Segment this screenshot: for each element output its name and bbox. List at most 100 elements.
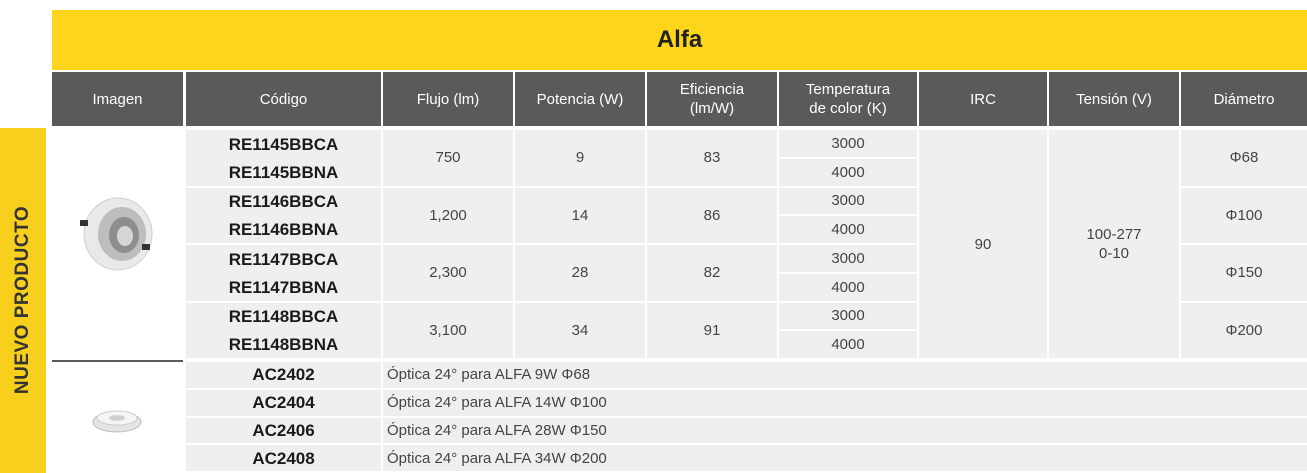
power: 28 — [515, 245, 645, 301]
column-header: Diámetro — [1181, 72, 1307, 126]
accessory-description: Óptica 24° para ALFA 9W Φ68 — [383, 362, 1307, 388]
cell-text: 14 — [572, 206, 589, 225]
product-code: RE1146BBNA — [186, 216, 381, 243]
product-code: RE1148BBCA — [186, 303, 381, 332]
efficiency: 91 — [647, 303, 777, 359]
product-code: RE1145BBNA — [186, 159, 381, 186]
cell-text: 82 — [704, 263, 721, 282]
cell-text: (lm/W) — [690, 99, 734, 118]
cell-text: Óptica 24° para ALFA 28W Φ150 — [387, 421, 607, 440]
efficiency: 82 — [647, 245, 777, 301]
side-band: NUEVO PRODUCTO — [0, 128, 46, 473]
product-code: RE1147BBNA — [186, 274, 381, 301]
flux: 750 — [383, 130, 513, 186]
cell-text: RE1148BBNA — [229, 335, 339, 354]
cell-text: 1,200 — [429, 206, 467, 225]
cell-text: Diámetro — [1214, 90, 1275, 109]
power: 14 — [515, 188, 645, 244]
cell-text: 0-10 — [1099, 244, 1129, 263]
cell-text: Φ100 — [1226, 206, 1263, 225]
cell-text: RE1148BBCA — [229, 307, 339, 326]
cell-text: de color (K) — [809, 99, 887, 118]
column-header: Flujo (lm) — [383, 72, 513, 126]
accessory-code: AC2404 — [186, 390, 381, 416]
accessory-code: AC2402 — [186, 362, 381, 388]
cell-text: Potencia (W) — [537, 90, 624, 109]
cell-text: Flujo (lm) — [417, 90, 480, 109]
product-code: RE1148BBNA — [186, 331, 381, 358]
accessory-description: Óptica 24° para ALFA 28W Φ150 — [383, 418, 1307, 444]
temperature: 4000 — [779, 159, 917, 186]
cell-text: AC2406 — [252, 421, 314, 440]
temperature: 3000 — [779, 245, 917, 272]
diameter: Φ100 — [1181, 188, 1307, 244]
product-code: RE1145BBCA — [186, 130, 381, 159]
diameter: Φ200 — [1181, 303, 1307, 359]
cell-text: 3000 — [831, 134, 864, 153]
title: Alfa — [52, 10, 1307, 70]
product-code: RE1147BBCA — [186, 245, 381, 274]
cell-text: RE1147BBNA — [229, 278, 339, 297]
irc: 90 — [919, 130, 1047, 358]
downlight-image — [80, 198, 152, 270]
cell-text: 9 — [576, 148, 584, 167]
cell-text: Φ200 — [1226, 321, 1263, 340]
column-header: IRC — [919, 72, 1047, 126]
diameter: Φ68 — [1181, 130, 1307, 186]
cell-text: 750 — [435, 148, 460, 167]
cell-text: 4000 — [831, 163, 864, 182]
cell-text: 3000 — [831, 191, 864, 210]
flux: 2,300 — [383, 245, 513, 301]
cell-text: 3000 — [831, 249, 864, 268]
cell-text: 91 — [704, 321, 721, 340]
cell-text: IRC — [970, 90, 996, 109]
cell-text: RE1146BBCA — [229, 192, 339, 211]
cell-text: Φ150 — [1226, 263, 1263, 282]
cell-text: AC2408 — [252, 449, 314, 468]
column-header: Potencia (W) — [515, 72, 645, 126]
column-header: Código — [186, 72, 381, 126]
lens-image — [93, 411, 141, 432]
flux: 3,100 — [383, 303, 513, 359]
efficiency: 86 — [647, 188, 777, 244]
cell-text: RE1145BBNA — [229, 163, 339, 182]
cell-text: Eficiencia — [680, 80, 744, 99]
accessory-description: Óptica 24° para ALFA 14W Φ100 — [383, 390, 1307, 416]
cell-text: RE1145BBCA — [229, 135, 339, 154]
cell-text: Óptica 24° para ALFA 9W Φ68 — [387, 365, 590, 384]
diameter: Φ150 — [1181, 245, 1307, 301]
accessory-code: AC2408 — [186, 445, 381, 471]
cell-text: 4000 — [831, 335, 864, 354]
cell-text: RE1147BBCA — [229, 250, 339, 269]
product-code: RE1146BBCA — [186, 188, 381, 217]
cell-text: Tensión (V) — [1076, 90, 1152, 109]
cell-text: 2,300 — [429, 263, 467, 282]
cell-text: AC2404 — [252, 393, 314, 412]
column-header: Eficiencia(lm/W) — [647, 72, 777, 126]
cell-text: 100-277 — [1086, 225, 1141, 244]
cell-text: 86 — [704, 206, 721, 225]
cell-text: 3,100 — [429, 321, 467, 340]
efficiency: 83 — [647, 130, 777, 186]
flux: 1,200 — [383, 188, 513, 244]
cell-text: 4000 — [831, 278, 864, 297]
power: 34 — [515, 303, 645, 359]
temperature: 3000 — [779, 188, 917, 215]
column-header: Imagen — [52, 72, 183, 126]
cell-text: Temperatura — [806, 80, 890, 99]
accessory-description: Óptica 24° para ALFA 34W Φ200 — [383, 445, 1307, 471]
side-label: NUEVO PRODUCTO — [12, 206, 34, 394]
column-header: Tensión (V) — [1049, 72, 1179, 126]
temperature: 4000 — [779, 274, 917, 301]
temperature: 3000 — [779, 303, 917, 330]
temperature: 4000 — [779, 331, 917, 358]
temperature: 3000 — [779, 130, 917, 157]
cell-text: RE1146BBNA — [229, 220, 339, 239]
cell-text: Imagen — [92, 90, 142, 109]
cell-text: Óptica 24° para ALFA 34W Φ200 — [387, 449, 607, 468]
cell-text: 3000 — [831, 306, 864, 325]
cell-text: 34 — [572, 321, 589, 340]
cell-text: 28 — [572, 263, 589, 282]
